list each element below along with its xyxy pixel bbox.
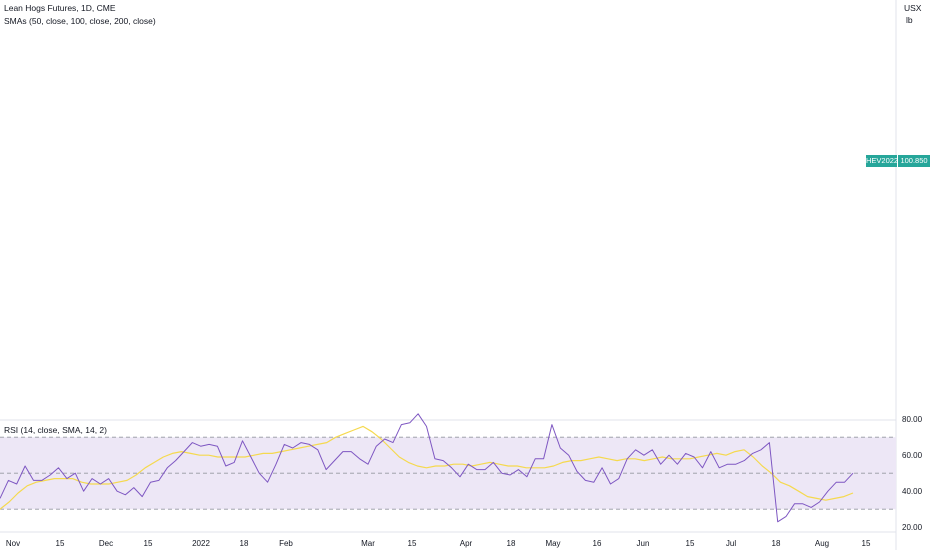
time-tick-label: Nov: [6, 539, 20, 548]
time-tick-label: Apr: [460, 539, 473, 548]
axes-layer: [0, 0, 897, 550]
rsi-tick-label: 40.00: [902, 487, 923, 496]
currency-label: USX: [904, 3, 922, 13]
time-tick-label: Jul: [726, 539, 736, 548]
time-tick-label: May: [545, 539, 560, 548]
time-tick-label: 18: [772, 539, 781, 548]
time-tick-label: 18: [507, 539, 516, 548]
time-tick-label: Jun: [637, 539, 650, 548]
last-price-tag: 100.850: [898, 155, 930, 167]
time-tick-label: 18: [240, 539, 249, 548]
text-layer: 116.000112.000108.000104.000100.00096.00…: [6, 415, 923, 548]
time-tick-label: 15: [862, 539, 871, 548]
time-tick-label: Aug: [815, 539, 829, 548]
time-tick-label: 15: [56, 539, 65, 548]
rsi-tick-label: 60.00: [902, 451, 923, 460]
unit-label: lb: [906, 15, 913, 25]
sma-legend: SMAs (50, close, 100, close, 200, close): [4, 16, 156, 26]
time-tick-label: Feb: [279, 539, 293, 548]
symbol-tag: HEV2022: [866, 155, 899, 167]
time-tick-label: 15: [686, 539, 695, 548]
time-tick-label: 2022: [192, 539, 210, 548]
rsi-line: [0, 413, 854, 523]
plot-layer: [0, 413, 854, 523]
rsi-tick-label: 20.00: [902, 523, 923, 532]
rsi-tick-label: 80.00: [902, 415, 923, 424]
rsi-sma-line: [0, 425, 854, 510]
time-tick-label: 15: [408, 539, 417, 548]
chart-title: Lean Hogs Futures, 1D, CME: [4, 3, 116, 13]
time-tick-label: 16: [593, 539, 602, 548]
time-tick-label: Mar: [361, 539, 375, 548]
time-tick-label: 15: [144, 539, 153, 548]
time-tick-label: Dec: [99, 539, 113, 548]
rsi-legend: RSI (14, close, SMA, 14, 2): [4, 425, 107, 435]
